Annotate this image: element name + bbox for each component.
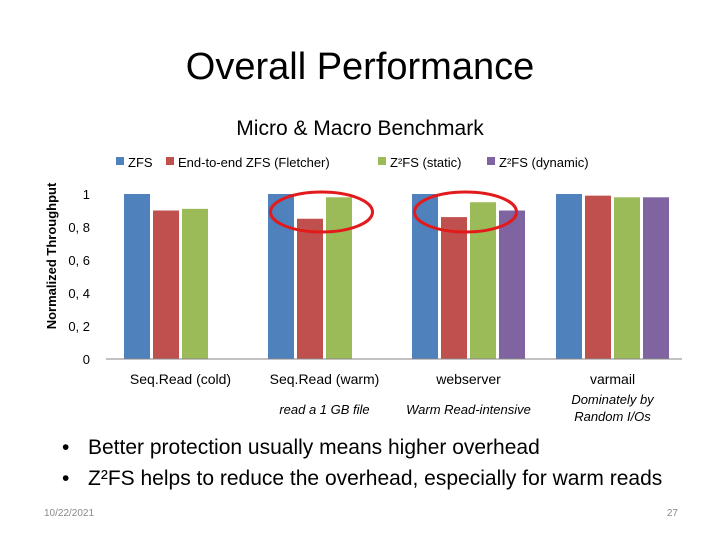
- footer-date: 10/22/2021: [44, 508, 95, 519]
- highlight-ellipse: [269, 190, 374, 234]
- bar: [556, 194, 582, 359]
- legend-swatch: [116, 157, 124, 165]
- benchmark-chart: Micro & Macro Benchmark Normalized Throu…: [44, 117, 682, 424]
- page-number: 27: [666, 508, 678, 519]
- legend-swatch: [487, 157, 495, 165]
- y-axis: 0 0, 2 0, 4 0, 6 0, 8 1: [68, 187, 90, 367]
- y-tick-label: 0: [83, 352, 90, 367]
- bar: [268, 194, 294, 359]
- category-note: read a 1 GB file: [279, 402, 369, 417]
- bar: [124, 194, 150, 359]
- legend-swatch: [378, 157, 386, 165]
- bar: [470, 202, 496, 359]
- bar: [585, 195, 611, 359]
- chart-title: Micro & Macro Benchmark: [236, 117, 484, 140]
- x-tick-label: Seq.Read (cold): [130, 371, 231, 387]
- bullet-item: Better protection usually means higher o…: [62, 432, 662, 463]
- y-tick-label: 0, 8: [68, 220, 90, 235]
- highlight-ellipse: [413, 190, 518, 234]
- bar: [441, 217, 467, 359]
- y-tick-label: 0, 6: [68, 253, 90, 268]
- x-axis: Seq.Read (cold) Seq.Read (warm) read a 1 G…: [130, 371, 655, 424]
- bar: [614, 197, 640, 359]
- legend: ZFS End-to-end ZFS (Fletcher) Z²FS (static…: [116, 155, 589, 170]
- legend-label: Z²FS (static): [390, 155, 462, 170]
- bullet-list: Better protection usually means higher o…: [62, 432, 662, 494]
- legend-label: Z²FS (dynamic): [499, 155, 589, 170]
- bar: [153, 210, 179, 359]
- slide-title: Overall Performance: [185, 46, 535, 88]
- legend-label: End-to-end ZFS (Fletcher): [178, 155, 330, 170]
- y-tick-label: 1: [83, 187, 90, 202]
- bar: [412, 194, 438, 359]
- annotations: [269, 190, 518, 234]
- bullet-item: Z²FS helps to reduce the overhead, espec…: [62, 463, 662, 494]
- category-note: Dominately by: [571, 392, 655, 407]
- bar: [643, 197, 669, 359]
- bar: [297, 218, 323, 359]
- y-tick-label: 0, 2: [68, 319, 90, 334]
- bars: [124, 194, 669, 359]
- bar: [326, 197, 352, 359]
- x-tick-label: Seq.Read (warm): [270, 371, 380, 387]
- legend-label: ZFS: [128, 155, 153, 170]
- y-axis-label: Normalized Throughput: [44, 182, 59, 329]
- legend-swatch: [166, 157, 174, 165]
- x-tick-label: webserver: [435, 371, 501, 387]
- category-note: Warm Read-intensive: [406, 402, 531, 417]
- x-tick-label: varmail: [590, 371, 635, 387]
- bar: [182, 208, 208, 359]
- y-tick-label: 0, 4: [68, 286, 90, 301]
- category-note: Random I/Os: [574, 409, 651, 424]
- bar: [499, 210, 525, 359]
